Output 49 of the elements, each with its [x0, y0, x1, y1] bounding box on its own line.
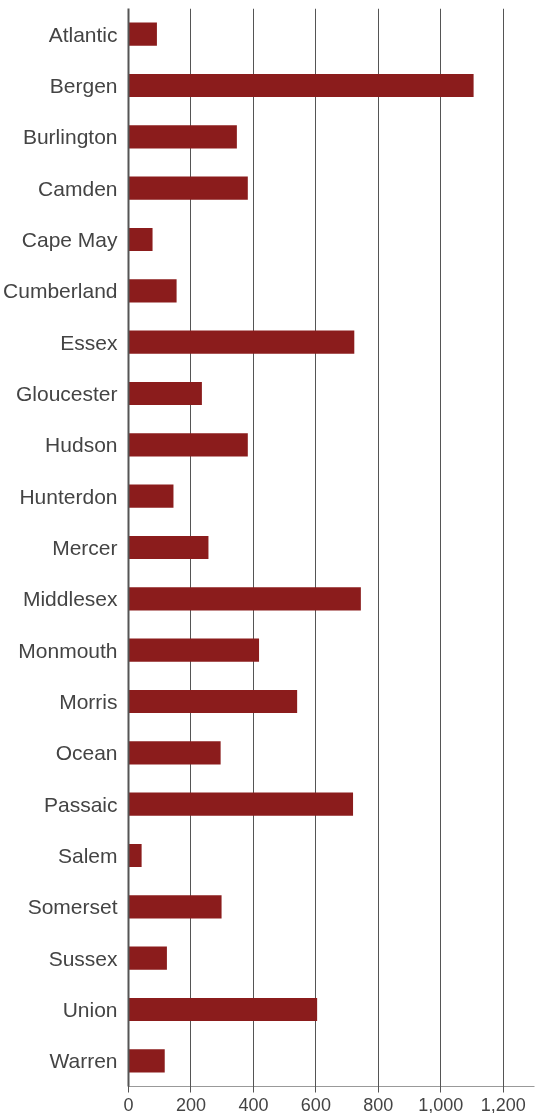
y-tick-label: Salem — [57, 844, 118, 867]
bar — [128, 227, 153, 252]
x-tick-label: 1,200 — [480, 1094, 526, 1113]
bar — [128, 330, 355, 354]
y-tick-label: Cape May — [21, 228, 118, 251]
bar — [128, 638, 260, 662]
y-tick-label: Hunterdon — [19, 484, 118, 508]
bar — [128, 997, 318, 1022]
y-tick-label: Union — [62, 998, 118, 1021]
x-tick-label: 600 — [300, 1094, 331, 1113]
y-tick-label: Bergen — [49, 74, 118, 97]
y-tick-label: Morris — [59, 690, 118, 713]
bar — [128, 792, 354, 816]
y-tick-label: Middlesex — [22, 587, 118, 611]
bar — [128, 279, 177, 303]
bar — [128, 689, 298, 714]
bar — [128, 22, 157, 46]
bar — [128, 176, 248, 200]
y-tick-label: Somerset — [27, 895, 118, 919]
x-tick-label: 400 — [238, 1094, 269, 1113]
bar — [128, 484, 174, 508]
bar — [128, 381, 202, 406]
bar — [128, 895, 222, 919]
x-tick-label: 1,000 — [418, 1094, 464, 1113]
y-tick-label: Hudson — [45, 433, 118, 457]
x-tick-label: 0 — [123, 1094, 134, 1113]
bar — [128, 946, 167, 970]
y-tick-label: Monmouth — [18, 638, 118, 662]
bar — [128, 535, 209, 560]
y-tick-label: Warren — [49, 1049, 118, 1073]
bar — [128, 433, 248, 457]
y-tick-label: Essex — [60, 330, 118, 354]
y-tick-label: Ocean — [55, 741, 118, 765]
bar — [128, 1049, 165, 1073]
bar — [128, 125, 237, 149]
y-tick-label: Sussex — [48, 946, 118, 970]
y-tick-label: Mercer — [52, 536, 118, 559]
bar — [128, 587, 361, 611]
y-tick-label: Atlantic — [48, 22, 118, 46]
y-tick-label: Burlington — [22, 125, 118, 149]
y-tick-label: Cumberland — [3, 279, 118, 303]
x-tick-label: 800 — [363, 1094, 394, 1113]
y-tick-label: Camden — [38, 176, 118, 200]
bar — [128, 843, 142, 868]
bar — [128, 741, 221, 765]
y-tick-label: Passaic — [43, 792, 118, 816]
x-tick-label: 200 — [175, 1094, 206, 1113]
bar — [128, 73, 474, 98]
y-tick-label: Gloucester — [15, 382, 118, 405]
